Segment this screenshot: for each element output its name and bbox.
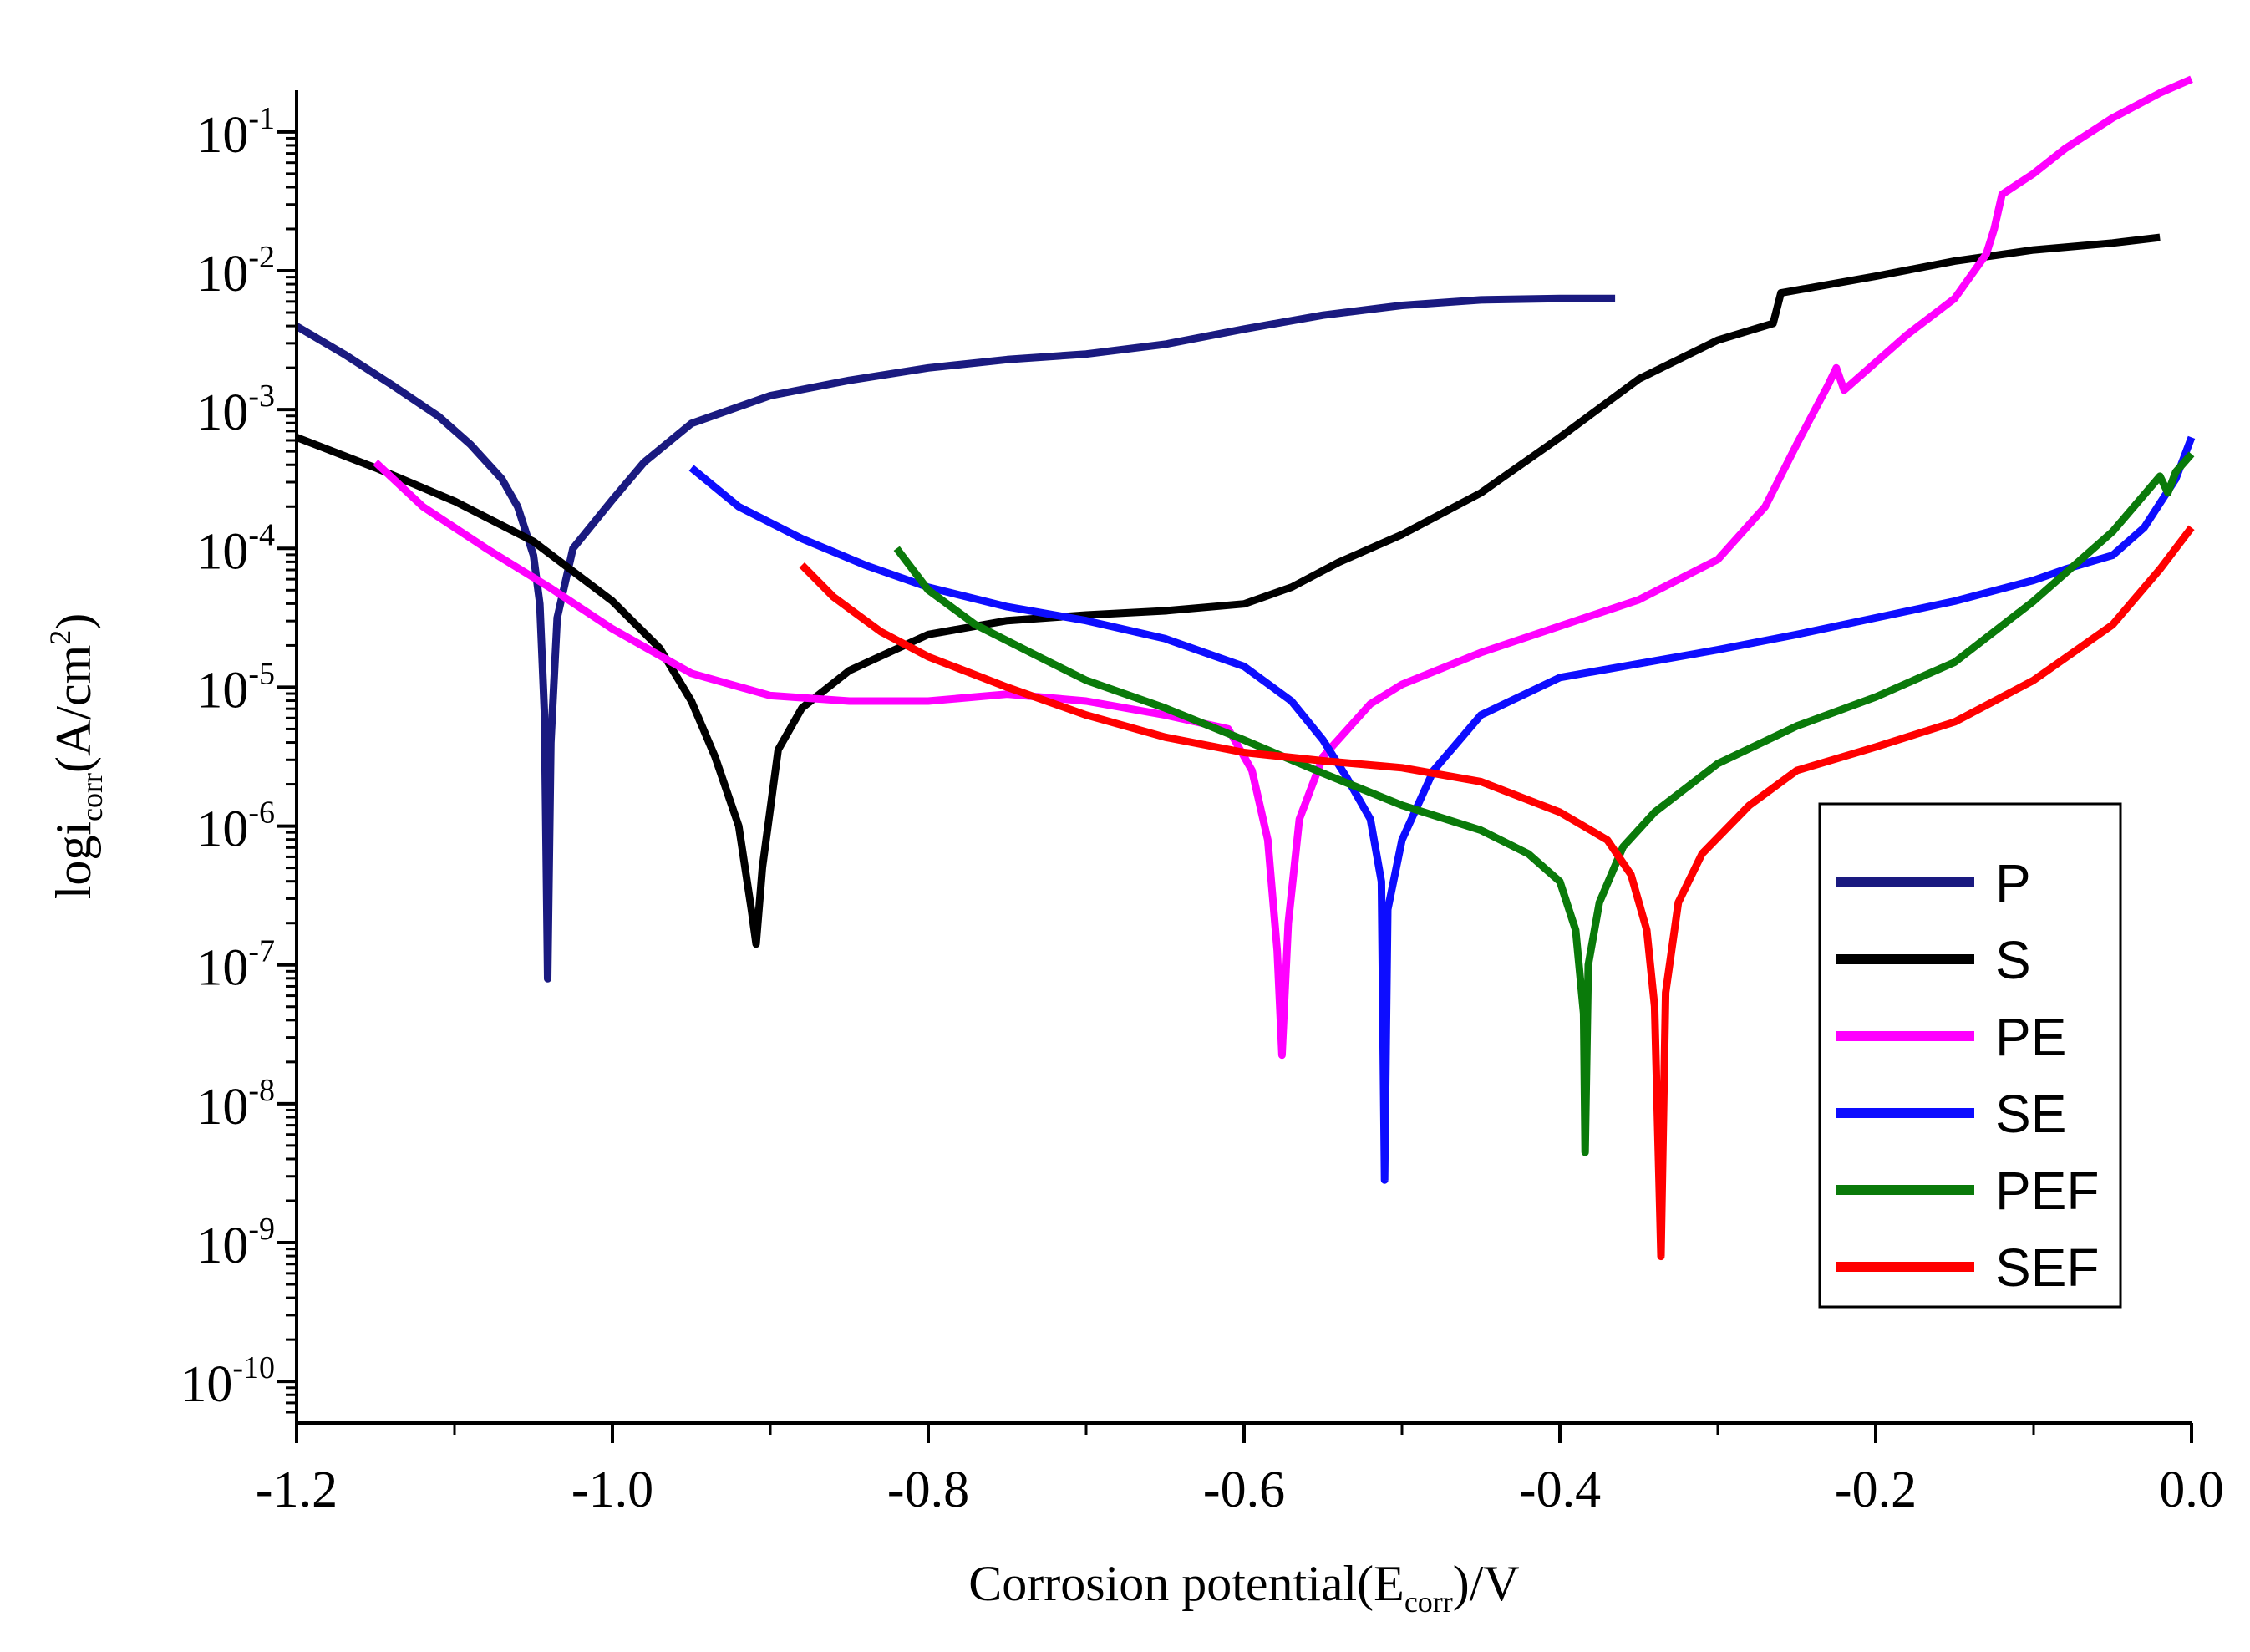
x-tick-label: -1.0	[571, 1461, 653, 1518]
y-tick-label: 10-2	[196, 240, 275, 302]
y-tick-label: 10-1	[196, 101, 275, 164]
x-tick-label: -1.2	[256, 1461, 338, 1518]
series-layer	[297, 75, 2196, 1261]
y-tick-label: 10-5	[196, 656, 275, 719]
y-axis-title: logicorr(A/cm2)	[43, 613, 109, 900]
legend-label-sef: SEF	[1995, 1238, 2099, 1298]
series-line-sef	[799, 525, 2195, 1261]
legend-label-pef: PEF	[1995, 1161, 2099, 1221]
y-tick-label: 10-10	[180, 1350, 275, 1413]
x-tick-label: 0.0	[2159, 1461, 2224, 1518]
x-tick-label: -0.2	[1835, 1461, 1917, 1518]
x-axis-title: Corrosion potential(Ecorr)/V	[968, 1556, 1520, 1619]
legend-label-pe: PE	[1995, 1007, 2066, 1067]
x-tick-label: -0.4	[1519, 1461, 1601, 1518]
series-line-pe	[373, 75, 2193, 1060]
series-line-se	[688, 435, 2196, 1184]
legend-label-p: P	[1995, 853, 2031, 913]
y-tick-label: 10-7	[196, 934, 275, 997]
series-line-pef	[893, 451, 2195, 1156]
legend-items: PS PE SE PEF SEF	[1836, 853, 2099, 1298]
legend: PS PE SE PEF SEF	[1818, 802, 2122, 1309]
x-ticks: -1.2 -1.0 -0.8 -0.6 -0.4 -0.2 0.0	[256, 1423, 2224, 1518]
legend-box	[1818, 802, 2122, 1309]
y-tick-label: 10-8	[196, 1073, 275, 1136]
series-line-s	[297, 233, 2161, 948]
y-tick-label: 10-9	[196, 1212, 275, 1274]
y-tick-label: 10-4	[196, 517, 275, 580]
y-tick-label: 10-6	[196, 796, 275, 858]
legend-label-s: S	[1995, 930, 2031, 990]
x-tick-label: -0.8	[887, 1461, 969, 1518]
legend-label-se: SE	[1995, 1084, 2066, 1144]
series-line-p	[297, 294, 1616, 983]
y-ticks: 10-1 10-2 10-3 10-4 10-5 10-6 10-7 10-8 10-9 10-1…	[180, 101, 297, 1414]
y-tick-label: 10-3	[196, 379, 275, 441]
x-tick-label: -0.6	[1203, 1461, 1285, 1518]
